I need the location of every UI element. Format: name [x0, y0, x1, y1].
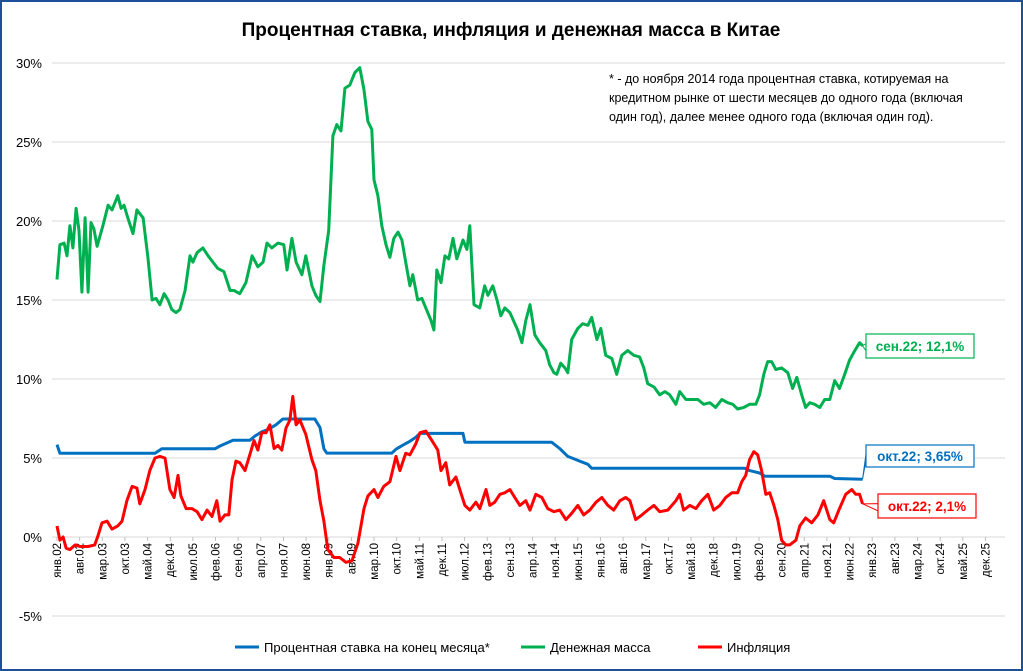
y-tick-label: 20% — [16, 214, 42, 229]
x-tick-label: дек.11 — [437, 543, 449, 576]
x-tick-label: апр.07 — [256, 543, 268, 578]
y-tick-label: -5% — [19, 609, 43, 624]
x-tick-label: мар.24 — [913, 542, 925, 579]
x-tick-label: янв.16 — [595, 543, 607, 578]
y-tick-label: 0% — [23, 530, 42, 545]
x-tick-label: мар.17 — [641, 543, 653, 580]
x-tick-label: июн.22 — [845, 543, 857, 580]
y-tick-label: 10% — [16, 372, 42, 387]
x-tick-label: окт.03 — [120, 543, 132, 575]
series-line-1 — [55, 66, 864, 411]
x-tick-label: дек.04 — [165, 542, 177, 577]
x-tick-label: ноя.21 — [822, 543, 834, 578]
x-tick-label: авг.02 — [75, 543, 87, 574]
y-tick-label: 5% — [23, 451, 42, 466]
series-line-2 — [55, 394, 864, 564]
legend-label: Процентная ставка на конец месяца* — [264, 640, 490, 655]
x-tick-label: фев.06 — [211, 543, 223, 581]
label-box — [865, 333, 975, 359]
x-tick-label: сен.20 — [777, 543, 789, 577]
x-tick-label: сен.13 — [505, 543, 517, 577]
y-axis: -5% 0% 5% 10% 15% 20% 25% 30% — [16, 56, 42, 624]
x-tick-label: авг.23 — [890, 543, 902, 574]
y-tick-label: 25% — [16, 135, 42, 150]
x-tick-label: дек.18 — [709, 543, 721, 577]
legend-label: Инфляция — [727, 640, 790, 655]
footnote-line: * - до ноября 2014 года процентная ставк… — [609, 72, 948, 86]
footnote-line: один год), далее менее одного года (вклю… — [609, 110, 933, 124]
legend: Процентная ставка на конец месяца* Денежн… — [235, 640, 790, 655]
x-tick-label: июл.12 — [460, 543, 472, 581]
series-line-0 — [55, 417, 863, 481]
x-tick-label: июл.05 — [188, 543, 200, 581]
x-tick-label: янв.23 — [867, 543, 879, 578]
x-tick-label: мар.10 — [369, 543, 381, 580]
series-lines — [55, 66, 864, 564]
data-label: окт.22; 2,1% — [888, 499, 966, 514]
x-tick-label: дек.25 — [980, 543, 992, 577]
x-tick-label: окт.10 — [392, 543, 404, 575]
data-label: окт.22; 3,65% — [877, 449, 963, 464]
x-tick-label: авг.16 — [618, 543, 630, 574]
x-tick-label: янв.09 — [324, 543, 336, 578]
x-tick-label: май.04 — [143, 542, 155, 579]
x-tick-label: июн.08 — [301, 543, 313, 580]
gridlines — [52, 62, 1005, 617]
x-tick-label: май.25 — [958, 543, 970, 580]
x-tick-label: апр.21 — [799, 543, 811, 578]
data-label: сен.22; 12,1% — [876, 339, 964, 354]
x-tick-label: фев.13 — [482, 543, 494, 581]
x-tick-label: ноя.14 — [550, 542, 562, 578]
label-box — [865, 444, 975, 468]
chart-title: Процентная ставка, инфляция и денежная м… — [242, 20, 781, 41]
x-tick-label: апр.14 — [528, 542, 540, 578]
x-tick-label: ноя.07 — [278, 543, 290, 578]
data-labels: окт.22; 3,65% сен.22; 12,1% окт.22; 2,1% — [861, 333, 977, 519]
x-tick-label: июн.15 — [573, 543, 585, 580]
x-tick-label: май.11 — [414, 543, 426, 579]
y-tick-label: 15% — [16, 293, 42, 308]
label-leader — [862, 503, 879, 512]
x-tick-label: май.18 — [686, 543, 698, 580]
x-tick-label: мар.03 — [97, 543, 109, 580]
x-tick-label: янв.02 — [52, 543, 64, 578]
label-box — [877, 493, 977, 519]
x-tick-label: сен.06 — [233, 543, 245, 577]
x-axis: янв.02 авг.02 мар.03 окт.03 май.04 дек.04 июл.… — [52, 537, 992, 581]
x-tick-label: фев.20 — [754, 543, 766, 581]
x-tick-label: окт.17 — [663, 543, 675, 575]
footnote-line: кредитном рынке от шести месяцев до одно… — [609, 91, 963, 105]
y-tick-label: 30% — [16, 56, 42, 71]
x-tick-label: июл.19 — [731, 543, 743, 581]
legend-label: Денежная масса — [550, 640, 651, 655]
x-tick-label: окт.24 — [935, 542, 947, 574]
footnote: * - до ноября 2014 года процентная ставк… — [609, 72, 963, 124]
